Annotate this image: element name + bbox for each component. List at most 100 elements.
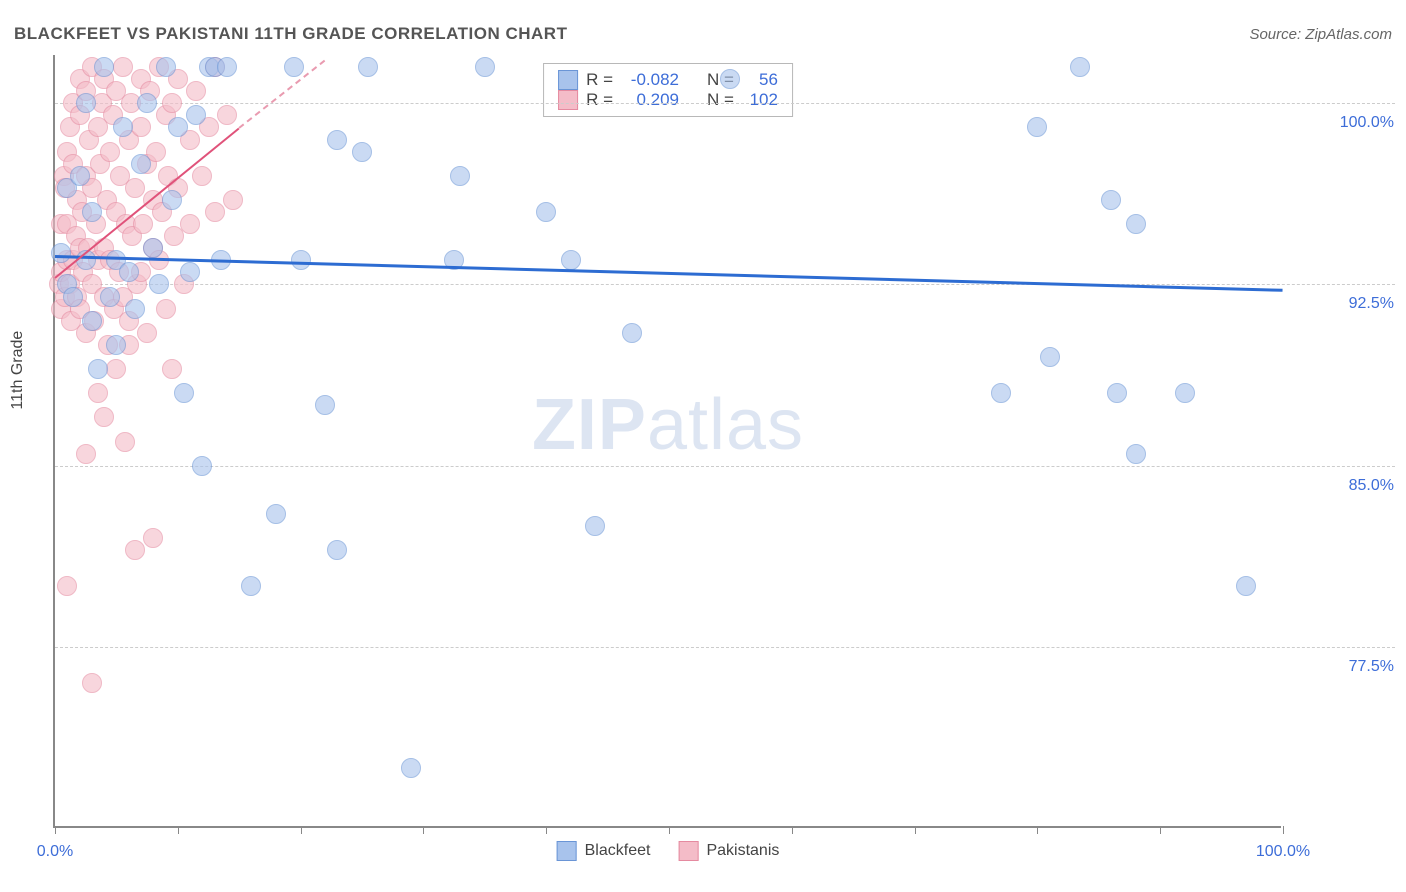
data-point xyxy=(266,504,286,524)
data-point xyxy=(1040,347,1060,367)
data-point xyxy=(76,93,96,113)
data-point xyxy=(156,299,176,319)
data-point xyxy=(94,407,114,427)
y-axis-label: 11th Grade xyxy=(9,331,27,410)
gridline xyxy=(55,466,1395,467)
data-point xyxy=(223,190,243,210)
xtick xyxy=(669,826,670,834)
data-point xyxy=(119,262,139,282)
data-point xyxy=(131,117,151,137)
xtick xyxy=(915,826,916,834)
data-point xyxy=(720,69,740,89)
data-point xyxy=(1236,576,1256,596)
data-point xyxy=(113,117,133,137)
data-point xyxy=(186,81,206,101)
data-point xyxy=(180,214,200,234)
legend-swatch xyxy=(558,90,578,110)
data-point xyxy=(327,130,347,150)
data-point xyxy=(475,57,495,77)
data-point xyxy=(143,528,163,548)
data-point xyxy=(162,359,182,379)
data-point xyxy=(113,57,133,77)
data-point xyxy=(106,335,126,355)
data-point xyxy=(1126,444,1146,464)
n-label: N = xyxy=(707,90,734,110)
r-value: -0.082 xyxy=(621,70,679,90)
data-point xyxy=(450,166,470,186)
xtick xyxy=(1283,826,1284,834)
data-point xyxy=(125,540,145,560)
data-point xyxy=(1175,383,1195,403)
ytick-label: 100.0% xyxy=(1294,114,1394,132)
data-point xyxy=(70,166,90,186)
ytick-label: 92.5% xyxy=(1294,295,1394,313)
xtick-label: 100.0% xyxy=(1256,843,1310,861)
data-point xyxy=(125,178,145,198)
data-point xyxy=(585,516,605,536)
data-point xyxy=(536,202,556,222)
data-point xyxy=(1101,190,1121,210)
data-point xyxy=(131,154,151,174)
data-point xyxy=(82,673,102,693)
data-point xyxy=(315,395,335,415)
chart-header: BLACKFEET VS PAKISTANI 11TH GRADE CORREL… xyxy=(14,24,1392,44)
data-point xyxy=(143,238,163,258)
data-point xyxy=(137,93,157,113)
data-point xyxy=(1107,383,1127,403)
data-point xyxy=(133,214,153,234)
data-point xyxy=(100,142,120,162)
data-point xyxy=(1027,117,1047,137)
gridline xyxy=(55,103,1395,104)
data-point xyxy=(88,383,108,403)
data-point xyxy=(106,359,126,379)
gridline xyxy=(55,284,1395,285)
bottom-legend-item: Pakistanis xyxy=(678,841,779,861)
data-point xyxy=(180,262,200,282)
r-label: R = xyxy=(586,70,613,90)
data-point xyxy=(82,202,102,222)
bottom-legend: Blackfeet Pakistanis xyxy=(557,841,780,861)
chart-title: BLACKFEET VS PAKISTANI 11TH GRADE CORREL… xyxy=(14,24,567,44)
legend-stats-row: R =-0.082N =56 xyxy=(558,70,778,90)
xtick xyxy=(546,826,547,834)
xtick xyxy=(55,826,56,834)
xtick xyxy=(792,826,793,834)
data-point xyxy=(162,93,182,113)
data-point xyxy=(991,383,1011,403)
data-point xyxy=(561,250,581,270)
data-point xyxy=(156,57,176,77)
data-point xyxy=(358,57,378,77)
bottom-legend-item: Blackfeet xyxy=(557,841,651,861)
data-point xyxy=(162,190,182,210)
data-point xyxy=(82,311,102,331)
data-point xyxy=(76,444,96,464)
xtick xyxy=(423,826,424,834)
legend-label: Blackfeet xyxy=(585,842,651,860)
watermark: ZIPatlas xyxy=(532,384,804,466)
trendline-extension xyxy=(239,60,326,129)
r-label: R = xyxy=(586,90,613,110)
xtick-label: 0.0% xyxy=(37,843,73,861)
data-point xyxy=(63,287,83,307)
data-point xyxy=(205,202,225,222)
data-point xyxy=(174,383,194,403)
gridline xyxy=(55,647,1395,648)
trendline xyxy=(55,255,1283,291)
data-point xyxy=(217,57,237,77)
data-point xyxy=(622,323,642,343)
data-point xyxy=(1126,214,1146,234)
legend-swatch xyxy=(557,841,577,861)
n-value: 56 xyxy=(742,70,778,90)
legend-stats-row: R =0.209N =102 xyxy=(558,90,778,110)
data-point xyxy=(1070,57,1090,77)
xtick xyxy=(301,826,302,834)
data-point xyxy=(168,117,188,137)
data-point xyxy=(137,323,157,343)
n-value: 102 xyxy=(742,90,778,110)
chart-source: Source: ZipAtlas.com xyxy=(1249,26,1392,43)
data-point xyxy=(88,359,108,379)
legend-label: Pakistanis xyxy=(706,842,779,860)
legend-swatch xyxy=(678,841,698,861)
data-point xyxy=(352,142,372,162)
data-point xyxy=(186,105,206,125)
